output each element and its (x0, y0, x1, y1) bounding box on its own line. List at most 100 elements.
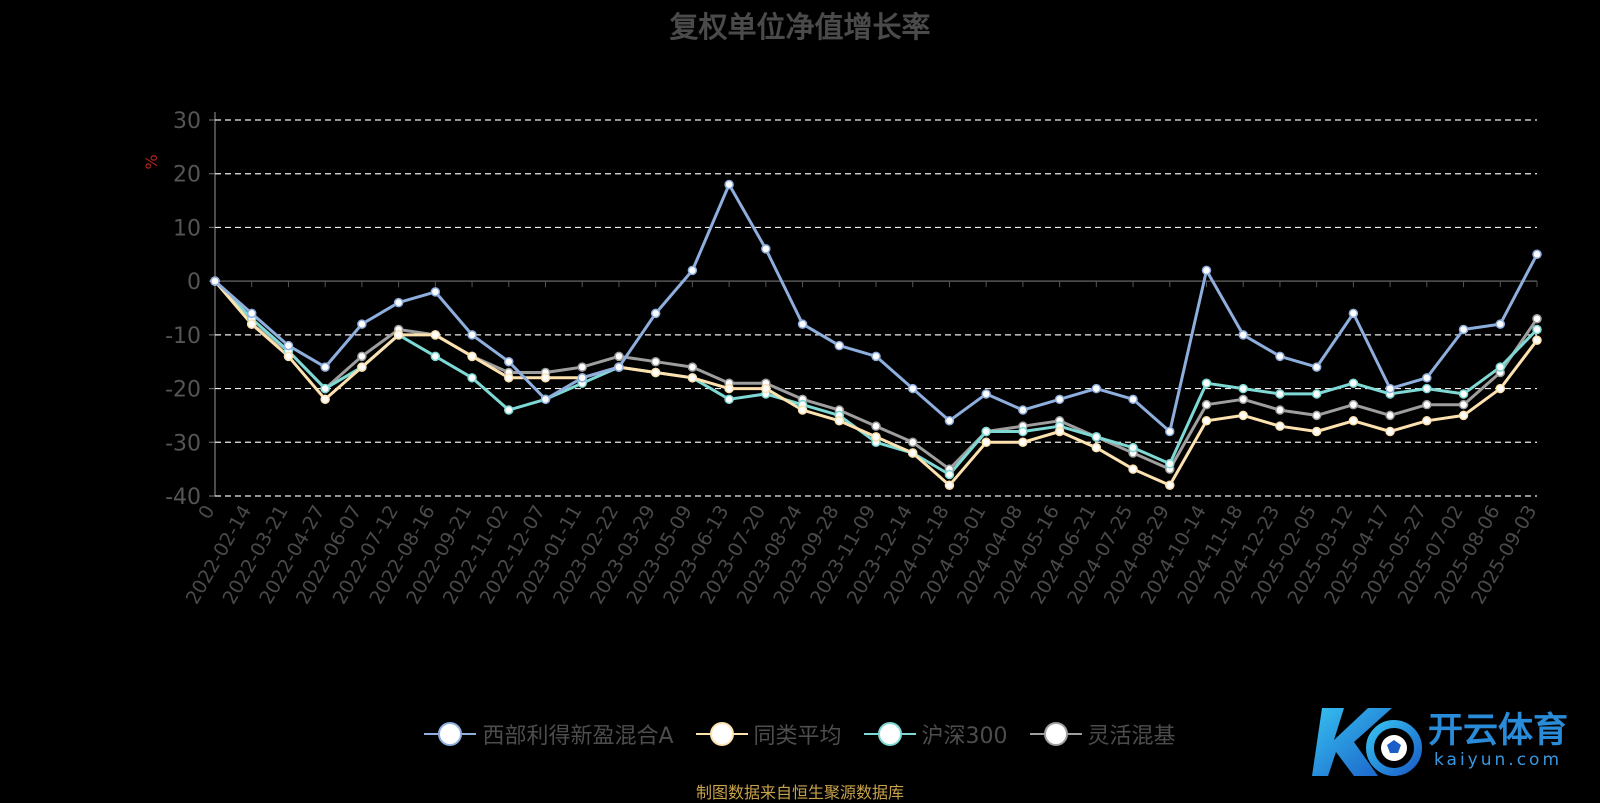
data-point (1385, 426, 1395, 437)
data-point (1311, 426, 1322, 437)
data-point (1238, 330, 1248, 340)
legend-label: 沪深300 (921, 724, 1008, 749)
data-point (724, 179, 734, 190)
data-point (981, 437, 991, 448)
legend-item[interactable]: 同类平均 (695, 718, 842, 750)
data-point (1275, 351, 1285, 362)
data-point (283, 340, 294, 351)
series-line (214, 183, 1539, 433)
data-point (504, 373, 514, 383)
y-tick-label: 30 (173, 109, 201, 134)
y-tick-label: -20 (165, 378, 201, 403)
legend-dot (709, 722, 734, 746)
watermark-logo: 开云体育 kaiyun.com (1310, 700, 1595, 780)
data-point (871, 421, 881, 431)
data-point (1458, 399, 1469, 410)
data-point (1422, 383, 1432, 394)
data-point (430, 330, 441, 340)
data-point (871, 351, 881, 362)
data-point (761, 244, 771, 254)
data-point (504, 405, 514, 415)
data-point (540, 394, 551, 405)
data-point (797, 405, 808, 415)
data-point (834, 416, 845, 426)
data-point (1091, 442, 1102, 453)
legend-marker-icon (1029, 721, 1082, 747)
data-point (1128, 394, 1138, 405)
data-point (1348, 416, 1359, 426)
y-tick-label: -10 (165, 324, 201, 349)
data-point (393, 297, 404, 308)
data-point (687, 265, 698, 276)
data-point (577, 362, 587, 372)
data-point (1422, 373, 1432, 383)
data-point (1054, 426, 1065, 437)
y-axis-label: % (142, 154, 161, 169)
data-point (1458, 410, 1469, 421)
data-point (1201, 378, 1212, 388)
legend-dot (877, 722, 902, 746)
data-point (1201, 416, 1212, 426)
data-point (393, 330, 404, 340)
data-point (1532, 249, 1542, 260)
data-point (467, 330, 477, 340)
data-point (320, 362, 330, 372)
data-point (797, 319, 808, 329)
data-point (1018, 405, 1028, 415)
y-tick-label: 10 (173, 216, 201, 241)
data-point (1128, 464, 1138, 474)
data-point (907, 437, 918, 448)
data-point (614, 351, 624, 362)
data-point (650, 356, 661, 367)
data-point (687, 373, 698, 383)
data-point (540, 373, 551, 383)
data-point (1422, 399, 1432, 410)
data-point (320, 383, 330, 394)
data-point (907, 448, 918, 458)
watermark-name: 开云体育 (1428, 711, 1569, 751)
data-point (687, 362, 698, 372)
data-point (1532, 335, 1542, 345)
legend-label: 同类平均 (753, 724, 842, 749)
legend-item[interactable]: 西部利得新盈混合A (424, 718, 674, 750)
data-point (357, 351, 367, 362)
data-point (1275, 421, 1285, 431)
legend-item[interactable]: 沪深300 (863, 718, 1008, 750)
data-point (1165, 426, 1175, 437)
watermark-k-icon (1312, 708, 1422, 776)
data-point (1018, 437, 1028, 448)
data-point (981, 389, 991, 399)
data-point (944, 469, 955, 480)
data-point (357, 319, 367, 329)
data-point (577, 373, 587, 383)
data-point (1201, 399, 1212, 410)
data-point (761, 383, 771, 394)
legend-marker-icon (424, 721, 477, 747)
data-point (246, 308, 257, 319)
data-point (1348, 378, 1359, 388)
legend-label: 西部利得新盈混合A (482, 724, 674, 749)
legend-item[interactable]: 灵活混基 (1029, 718, 1176, 750)
data-point (1311, 389, 1322, 399)
data-point (944, 480, 955, 491)
data-point (320, 394, 330, 405)
legend-marker-icon (695, 721, 748, 747)
y-tick-label: 0 (187, 270, 201, 295)
data-point (1458, 324, 1469, 335)
data-point (246, 319, 257, 329)
y-tick-label: 20 (173, 163, 201, 188)
legend-marker-icon (863, 721, 916, 747)
data-point (1311, 410, 1322, 421)
data-point (724, 394, 734, 405)
data-point (1128, 442, 1138, 453)
data-point (1385, 383, 1395, 394)
data-point (1165, 480, 1175, 491)
data-point (907, 383, 918, 394)
data-point (1238, 410, 1248, 421)
watermark-url: kaiyun.com (1434, 750, 1563, 770)
data-point (210, 276, 220, 286)
chart-legend[interactable]: 西部利得新盈混合A 同类平均 沪深300 灵活混基 (0, 718, 1600, 750)
data-point (430, 351, 441, 362)
data-point (1238, 383, 1248, 394)
data-point (1238, 394, 1248, 405)
